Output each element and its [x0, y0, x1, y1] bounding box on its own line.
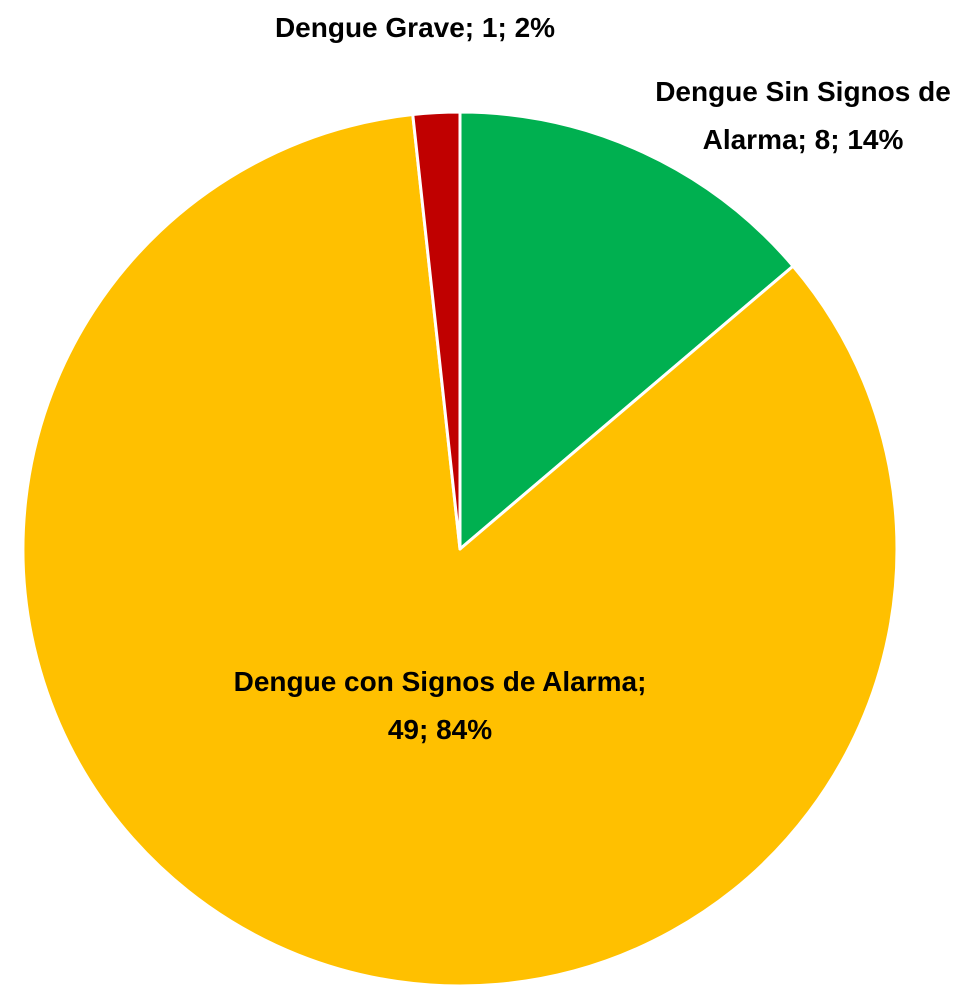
data-label: Dengue con Signos de Alarma; 49; 84% — [230, 658, 650, 754]
pie-slice — [411, 110, 462, 551]
label-part: 49 — [387, 714, 419, 745]
label-part: 1 — [481, 12, 498, 43]
label-part: 14% — [847, 124, 904, 155]
label-part: ; — [637, 666, 647, 697]
label-part: Dengue con Signos de Alarma — [233, 666, 638, 697]
label-part: Dengue Sin Signos de Alarma — [655, 76, 951, 155]
label-part: Dengue Grave — [274, 12, 465, 43]
label-part: 84% — [436, 714, 493, 745]
data-label: Dengue Grave; 1; 2% — [255, 4, 575, 52]
data-label: Dengue Sin Signos de Alarma; 8; 14% — [633, 68, 973, 164]
label-part: 8 — [814, 124, 831, 155]
label-part: ; — [419, 714, 437, 745]
pie-slice — [458, 110, 795, 551]
label-part: 2% — [514, 12, 556, 43]
label-part: ; — [464, 12, 482, 43]
label-part: ; — [497, 12, 515, 43]
label-part: ; — [830, 124, 848, 155]
label-part: ; — [797, 124, 815, 155]
